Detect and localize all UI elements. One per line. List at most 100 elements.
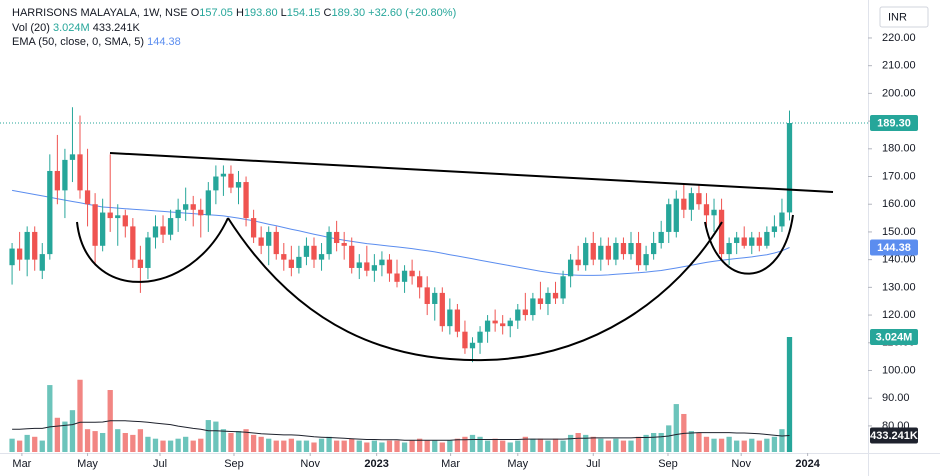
candle-body <box>115 215 121 219</box>
volume-bar <box>213 421 219 452</box>
volume-bar <box>711 438 717 452</box>
candle-body <box>575 259 581 266</box>
volume-bar <box>318 438 325 452</box>
volume-bar <box>439 442 445 452</box>
candle-body <box>409 270 415 277</box>
volume-bar <box>764 438 770 452</box>
legend-row: HARRISONS MALAYALA, 1W, NSE O157.05 H193… <box>12 6 456 21</box>
volume-bar <box>69 410 76 452</box>
cup-left <box>76 217 229 283</box>
volume-bar <box>92 431 98 452</box>
candle-body <box>16 248 23 260</box>
volume-bar <box>122 432 128 452</box>
volume-bar <box>507 442 513 452</box>
legend-row: Vol (20) 3.024M 433.241K <box>12 21 456 36</box>
y-tick-label: 160.00 <box>882 198 916 210</box>
volume-bar <box>228 432 234 452</box>
candle-body <box>318 254 325 260</box>
candle-body <box>107 212 113 219</box>
ema-value: 144.38 <box>147 36 181 48</box>
candle-body <box>137 259 144 268</box>
candle-body <box>673 198 679 232</box>
annotations <box>76 152 834 362</box>
volume-bar <box>145 436 151 452</box>
volume-ma-line <box>12 420 790 441</box>
candle-body <box>183 204 189 210</box>
candle-body <box>477 331 483 343</box>
volume-bar <box>635 436 642 452</box>
plot-area <box>0 107 868 452</box>
volume-bar <box>447 440 453 452</box>
candle-body <box>749 237 755 246</box>
candle-body <box>492 320 498 324</box>
volume-bar <box>190 440 196 452</box>
change: +32.60 (+20.80%) <box>368 7 457 19</box>
candle-body <box>62 159 68 191</box>
volume-bar <box>643 434 649 452</box>
volume-bar <box>515 440 521 452</box>
candle-body <box>258 237 264 246</box>
volume-bar <box>666 425 672 452</box>
volume-bar <box>598 438 604 452</box>
candle-body <box>447 309 453 327</box>
candle-body <box>175 209 181 219</box>
volume-bar <box>39 440 45 452</box>
volume-bar <box>583 434 589 452</box>
candle-body <box>643 254 649 266</box>
candle-body <box>424 287 430 304</box>
volume-bar <box>522 436 528 452</box>
candle-body <box>39 254 45 271</box>
close-badge-bg <box>870 115 918 132</box>
volume-bar <box>500 440 506 452</box>
volume-bar <box>243 429 249 452</box>
volume-bar <box>84 429 91 452</box>
volume-bar <box>469 434 476 452</box>
candle-body <box>681 198 687 210</box>
candle-body <box>439 292 445 327</box>
volume-bar <box>54 417 61 452</box>
y-tick-label: 200.00 <box>882 87 916 99</box>
candle-body <box>77 154 83 191</box>
candle-body <box>364 262 370 271</box>
volume-name: Vol (20) <box>12 21 50 34</box>
volume-bar <box>47 385 53 452</box>
candle-body <box>24 231 30 260</box>
volume-bar <box>575 432 581 452</box>
legend-row: EMA (50, close, 0, SMA, 5) 144.38 <box>12 35 456 50</box>
volume-bar <box>160 440 166 452</box>
volume-bar <box>620 440 627 452</box>
ohlc-key: O <box>190 7 200 19</box>
candle-body <box>266 231 272 246</box>
y-tick-label: 220.00 <box>882 32 916 44</box>
currency-box[interactable] <box>879 6 929 28</box>
candle-body <box>311 245 317 260</box>
candle-body <box>379 259 385 266</box>
ohlc-key: H <box>235 7 244 19</box>
candle-body <box>160 226 166 235</box>
candle-body <box>130 226 136 260</box>
candle-body <box>786 123 793 213</box>
volume-bar <box>296 440 302 452</box>
cup-right <box>704 214 794 275</box>
volume-bar <box>734 440 740 452</box>
candle-body <box>703 204 710 216</box>
candle-body <box>711 209 717 216</box>
volume-bar <box>24 434 30 452</box>
candle-body <box>583 243 589 266</box>
volume-bar <box>462 436 468 452</box>
volume-bar <box>628 440 634 452</box>
legend: HARRISONS MALAYALA, 1W, NSE O157.05 H193… <box>12 6 456 50</box>
x-tick-label: Mar <box>441 458 460 470</box>
x-tick-label: May <box>77 458 98 470</box>
volume-bar <box>454 438 461 452</box>
candle-body <box>84 190 91 205</box>
candle-body <box>69 154 76 160</box>
y-tick-label: 90.00 <box>882 392 910 404</box>
volume-bar <box>205 420 211 452</box>
candle-body <box>779 212 785 227</box>
ohlc-value: 157.05 <box>199 7 233 19</box>
candle-body <box>47 170 53 255</box>
volume-bar <box>560 440 566 452</box>
cup-main <box>227 217 723 362</box>
